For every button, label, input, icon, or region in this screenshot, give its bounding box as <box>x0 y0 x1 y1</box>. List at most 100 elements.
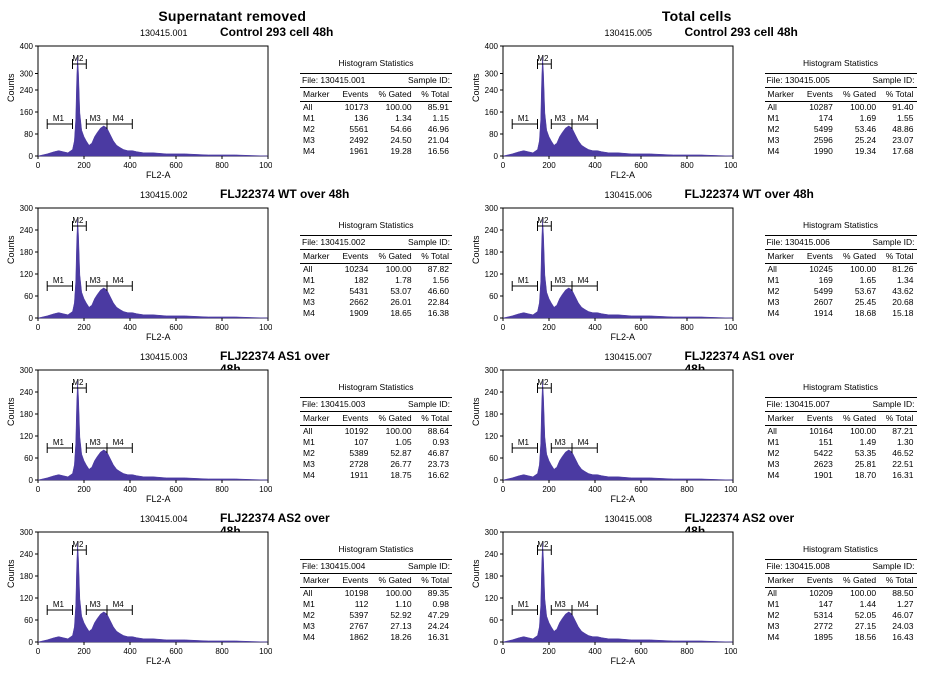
panel: 130415.007 FLJ22374 AS1 over 48h Counts … <box>475 352 920 508</box>
stats-row: M11361.341.15 <box>300 113 452 124</box>
stats-sample-label: Sample ID: <box>872 399 914 410</box>
svg-text:400: 400 <box>588 485 602 494</box>
svg-text:800: 800 <box>680 485 694 494</box>
svg-text:400: 400 <box>123 323 137 332</box>
stats-row: M2549953.6743.62 <box>765 286 917 297</box>
stats-row: M2556154.6646.96 <box>300 124 452 135</box>
svg-text:600: 600 <box>169 161 183 170</box>
stats-file-label: File: 130415.006 <box>767 237 873 248</box>
stats-file-label: File: 130415.004 <box>302 561 408 572</box>
svg-text:240: 240 <box>484 226 498 235</box>
panel: 130415.004 FLJ22374 AS2 over 48h Counts … <box>10 514 455 670</box>
svg-text:1000: 1000 <box>259 323 272 332</box>
panel-file-label: 130415.004 <box>140 514 188 524</box>
svg-text:0: 0 <box>29 476 34 485</box>
svg-text:600: 600 <box>634 647 648 656</box>
stats-file-row: File: 130415.006 Sample ID: <box>765 235 917 250</box>
stats-sample-label: Sample ID: <box>872 561 914 572</box>
stats-row: M2542253.3546.52 <box>765 448 917 459</box>
panel: 130415.003 FLJ22374 AS1 over 48h Counts … <box>10 352 455 508</box>
svg-text:800: 800 <box>215 485 229 494</box>
x-axis-label: FL2-A <box>146 494 171 504</box>
svg-text:0: 0 <box>493 476 498 485</box>
svg-text:0: 0 <box>493 638 498 647</box>
svg-text:1000: 1000 <box>259 485 272 494</box>
svg-text:800: 800 <box>215 647 229 656</box>
column-header-left: Supernatant removed <box>10 8 455 24</box>
stats-title: Histogram Statistics <box>300 544 452 555</box>
stats-row: All10192100.0088.64 <box>300 426 452 438</box>
svg-text:60: 60 <box>489 454 498 463</box>
panel-file-label: 130415.006 <box>605 190 653 200</box>
stats-row: M3249224.5021.04 <box>300 135 452 146</box>
x-axis-label: FL2-A <box>611 332 636 342</box>
svg-text:240: 240 <box>20 226 34 235</box>
svg-text:M4: M4 <box>577 114 589 123</box>
svg-text:240: 240 <box>484 388 498 397</box>
histogram-chart: Counts FL2-A M1 M2 M3 <box>10 528 270 668</box>
svg-text:800: 800 <box>215 161 229 170</box>
stats-row: M2549953.4648.86 <box>765 124 917 135</box>
svg-text:M4: M4 <box>113 438 125 447</box>
svg-text:80: 80 <box>489 130 498 139</box>
svg-text:1000: 1000 <box>724 323 737 332</box>
stats-title: Histogram Statistics <box>765 382 917 393</box>
histogram-statistics: Histogram Statistics File: 130415.008 Sa… <box>765 544 917 643</box>
stats-table: Marker Events % Gated % Total All1028710… <box>765 88 917 157</box>
svg-text:200: 200 <box>77 647 91 656</box>
svg-text:0: 0 <box>36 647 41 656</box>
stats-row: All10198100.0089.35 <box>300 588 452 600</box>
stats-row: M3277227.1524.03 <box>765 621 917 632</box>
panel-file-label: 130415.008 <box>605 514 653 524</box>
right-column: Total cells 130415.005 Control 293 cell … <box>475 8 920 676</box>
svg-text:400: 400 <box>123 647 137 656</box>
stats-file-label: File: 130415.001 <box>302 75 408 86</box>
svg-text:M3: M3 <box>90 438 102 447</box>
svg-text:60: 60 <box>489 616 498 625</box>
svg-text:200: 200 <box>542 161 556 170</box>
stats-file-row: File: 130415.005 Sample ID: <box>765 73 917 88</box>
svg-text:0: 0 <box>36 323 41 332</box>
histogram-chart: Counts FL2-A M1 M2 M3 <box>10 42 270 182</box>
svg-text:300: 300 <box>20 366 34 375</box>
svg-text:800: 800 <box>680 323 694 332</box>
stats-title: Histogram Statistics <box>765 220 917 231</box>
stats-file-label: File: 130415.002 <box>302 237 408 248</box>
x-axis-label: FL2-A <box>146 332 171 342</box>
stats-row: M11511.491.30 <box>765 437 917 448</box>
svg-text:600: 600 <box>169 647 183 656</box>
svg-text:600: 600 <box>634 485 648 494</box>
svg-text:0: 0 <box>500 485 505 494</box>
svg-text:120: 120 <box>20 594 34 603</box>
svg-text:60: 60 <box>24 454 33 463</box>
stats-row: M4191118.7516.62 <box>300 470 452 481</box>
svg-text:M1: M1 <box>517 438 529 447</box>
stats-sample-label: Sample ID: <box>408 399 450 410</box>
histogram-chart: Counts FL2-A M1 M2 M3 <box>10 204 270 344</box>
stats-row: M4199019.3417.68 <box>765 146 917 157</box>
svg-text:300: 300 <box>20 70 34 79</box>
histogram-chart: Counts FL2-A M1 M2 M3 <box>475 528 735 668</box>
histogram-chart: Counts FL2-A M1 M2 M3 <box>475 42 735 182</box>
svg-text:0: 0 <box>500 323 505 332</box>
svg-text:160: 160 <box>484 108 498 117</box>
svg-text:240: 240 <box>20 550 34 559</box>
svg-text:0: 0 <box>29 314 34 323</box>
svg-text:800: 800 <box>215 323 229 332</box>
stats-row: M4189518.5616.43 <box>765 632 917 643</box>
svg-text:120: 120 <box>20 270 34 279</box>
y-axis-label: Counts <box>6 73 16 102</box>
svg-text:800: 800 <box>680 647 694 656</box>
svg-text:M4: M4 <box>577 276 589 285</box>
svg-text:600: 600 <box>634 323 648 332</box>
svg-text:0: 0 <box>493 314 498 323</box>
stats-table: Marker Events % Gated % Total All1020910… <box>765 574 917 643</box>
svg-text:M2: M2 <box>537 378 549 387</box>
y-axis-label: Counts <box>471 73 481 102</box>
svg-text:200: 200 <box>77 323 91 332</box>
svg-text:400: 400 <box>588 647 602 656</box>
svg-text:120: 120 <box>484 270 498 279</box>
panel-file-label: 130415.001 <box>140 28 188 38</box>
svg-text:0: 0 <box>36 161 41 170</box>
panel-file-label: 130415.002 <box>140 190 188 200</box>
